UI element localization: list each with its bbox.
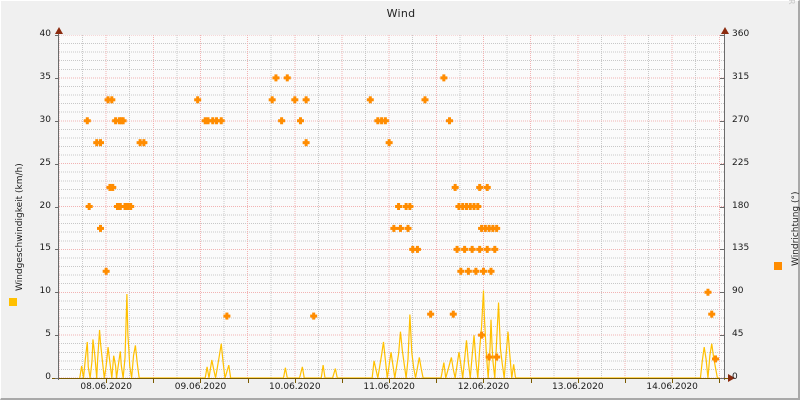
chart-title: Wind	[386, 7, 416, 20]
y-axis-right-tickmark	[720, 335, 724, 337]
y-axis-right-tick-225: 225	[732, 157, 750, 168]
x-axis-tickmark	[341, 379, 343, 383]
y-axis-left-title: Windgeschwindigkeit (km/h)	[15, 163, 25, 291]
y-axis-right-tick-270: 270	[732, 114, 750, 125]
legend-swatch-winddirection	[774, 262, 782, 270]
x-axis-tickmark	[294, 379, 296, 383]
x-axis-tick-08.06.2020: 08.06.2020	[80, 382, 132, 392]
y-axis-left-tickmark	[55, 378, 59, 379]
y-axis-left-tickmark	[55, 120, 59, 122]
x-axis-tickmark	[106, 379, 108, 383]
y-axis-left-tickmark	[55, 163, 59, 165]
data-layer	[79, 74, 720, 378]
x-axis-tickmark	[483, 379, 485, 383]
grid-minor	[59, 35, 724, 378]
grid-major	[59, 35, 724, 378]
y-axis-right-title: Windrichtung (°)	[791, 191, 800, 266]
y-axis-left-line	[58, 29, 59, 380]
x-axis-tick-10.06.2020: 10.06.2020	[269, 382, 321, 392]
x-axis-tickmark	[530, 379, 532, 383]
y-axis-left-tick-15: 15	[39, 243, 51, 254]
x-axis-line	[52, 378, 731, 379]
x-axis-tickmark	[577, 379, 579, 383]
y-axis-right-tick-180: 180	[732, 200, 750, 211]
y-axis-right-tick-45: 45	[732, 329, 744, 340]
x-axis-tickmark	[389, 379, 391, 383]
y-axis-right-tickmark	[720, 378, 724, 379]
y-axis-left-arrow-icon	[55, 27, 63, 34]
y-axis-left-tick-30: 30	[39, 114, 51, 125]
y-axis-right-tick-135: 135	[732, 243, 750, 254]
y-axis-left-tick-20: 20	[39, 200, 51, 211]
y-axis-right-tick-360: 360	[732, 29, 750, 39]
x-axis-arrow-icon	[728, 374, 735, 382]
watermark-label: RRDTOOL / TOBI OETIKER	[787, 0, 796, 5]
y-axis-right-arrow-icon	[721, 27, 729, 34]
x-axis-tickmark	[624, 379, 626, 383]
y-axis-right-tickmark	[720, 77, 724, 79]
y-axis-left-tickmark	[55, 206, 59, 208]
y-axis-left-tick-10: 10	[39, 286, 51, 297]
x-axis-tickmark	[200, 379, 202, 383]
y-axis-left-tickmark	[55, 292, 59, 294]
x-axis-tickmark	[153, 379, 155, 383]
y-axis-right-tickmark	[720, 163, 724, 165]
y-axis-left-tickmark	[55, 335, 59, 337]
x-axis-tick-12.06.2020: 12.06.2020	[457, 382, 510, 392]
y-axis-left-tick-0: 0	[45, 372, 51, 382]
y-axis-right-tickmark	[720, 292, 724, 294]
x-axis-tickmark	[672, 379, 674, 383]
y-axis-right-tick-90: 90	[732, 286, 744, 297]
legend-swatch-windspeed	[9, 298, 17, 306]
y-axis-right-tickmark	[720, 206, 724, 208]
y-axis-right-tick-0: 0	[732, 372, 738, 382]
x-axis-tick-13.06.2020: 13.06.2020	[552, 382, 604, 392]
y-axis-left-tick-25: 25	[39, 157, 51, 168]
y-axis-right-line	[724, 29, 725, 380]
x-axis-tick-14.06.2020: 14.06.2020	[646, 382, 698, 392]
x-axis-tickmark	[436, 379, 438, 383]
y-axis-left-tickmark	[55, 249, 59, 251]
y-axis-right-tickmark	[720, 35, 724, 36]
y-axis-right-tick-315: 315	[732, 71, 750, 82]
y-axis-left-tick-40: 40	[39, 29, 51, 39]
y-axis-left-tick-5: 5	[45, 329, 51, 340]
y-axis-left-tickmark	[55, 35, 59, 36]
x-axis-tick-11.06.2020: 11.06.2020	[363, 382, 415, 392]
y-axis-left-tick-35: 35	[39, 71, 51, 82]
x-axis-tickmark	[247, 379, 249, 383]
y-axis-right-tickmark	[720, 120, 724, 122]
x-axis-tick-09.06.2020: 09.06.2020	[174, 382, 227, 392]
plot-area	[59, 35, 724, 378]
x-axis-tickmark	[719, 379, 721, 383]
y-axis-left-tickmark	[55, 77, 59, 79]
y-axis-right-tickmark	[720, 249, 724, 251]
